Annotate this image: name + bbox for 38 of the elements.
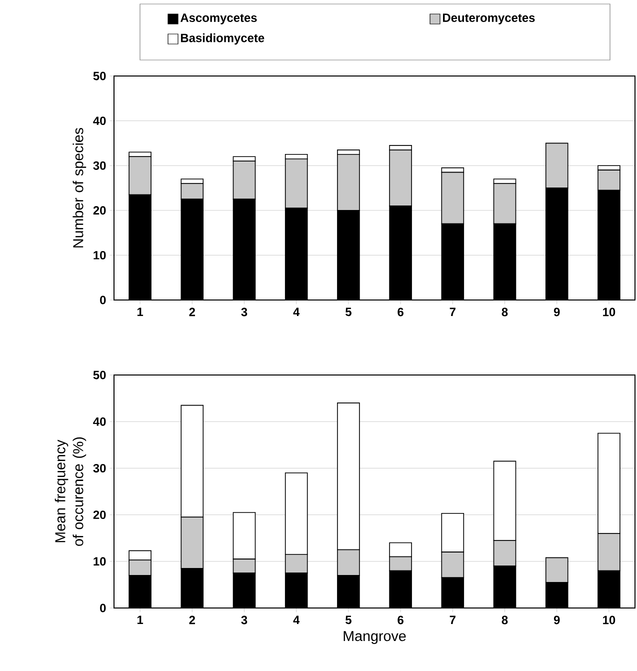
y-tick-label: 20 [93,510,106,520]
x-tick-label: 10 [603,616,616,624]
x-tick-label: 8 [502,616,508,624]
x-tick-label: 1 [137,616,144,624]
x-tick-label: 7 [450,308,456,316]
x-tick-label: 3 [241,308,248,316]
legend-label: Deuteromycetes [443,14,535,24]
y-tick-label: 50 [93,72,106,80]
y-tick-label: 30 [93,464,106,472]
x-axis-title: Mangrove [344,631,406,644]
x-tick-label: 10 [603,308,616,316]
y-tick-label: 10 [94,557,106,566]
y-tick-label: 30 [93,161,106,170]
x-tick-label: 6 [398,616,404,624]
y-tick-label: 20 [93,206,106,215]
x-tick-label: 9 [554,616,560,624]
y-axis-title: Number of species [72,128,86,248]
x-tick-label: 7 [450,616,456,624]
x-tick-label: 6 [398,308,404,316]
x-tick-label: 3 [241,616,248,624]
y-tick-label: 10 [94,250,106,260]
x-tick-label: 9 [554,308,560,316]
y-tick-label: 40 [93,116,106,126]
legend-label: Basidiomycete [181,33,264,45]
legend-label: Ascomycetes [180,14,257,24]
x-tick-label: 1 [137,308,144,316]
x-tick-label: 5 [346,308,352,316]
y-tick-label: 0 [100,296,106,304]
x-tick-label: 4 [293,616,300,624]
x-tick-label: 8 [502,308,508,316]
y-tick-label: 50 [93,370,106,380]
y-axis-title: Mean frequency of occurence (%) [54,437,86,546]
x-tick-label: 5 [346,616,352,624]
x-tick-label: 2 [189,616,195,624]
y-tick-label: 0 [100,604,106,612]
y-tick-label: 40 [93,417,106,426]
x-tick-label: 2 [189,308,195,316]
x-tick-label: 4 [293,308,300,316]
